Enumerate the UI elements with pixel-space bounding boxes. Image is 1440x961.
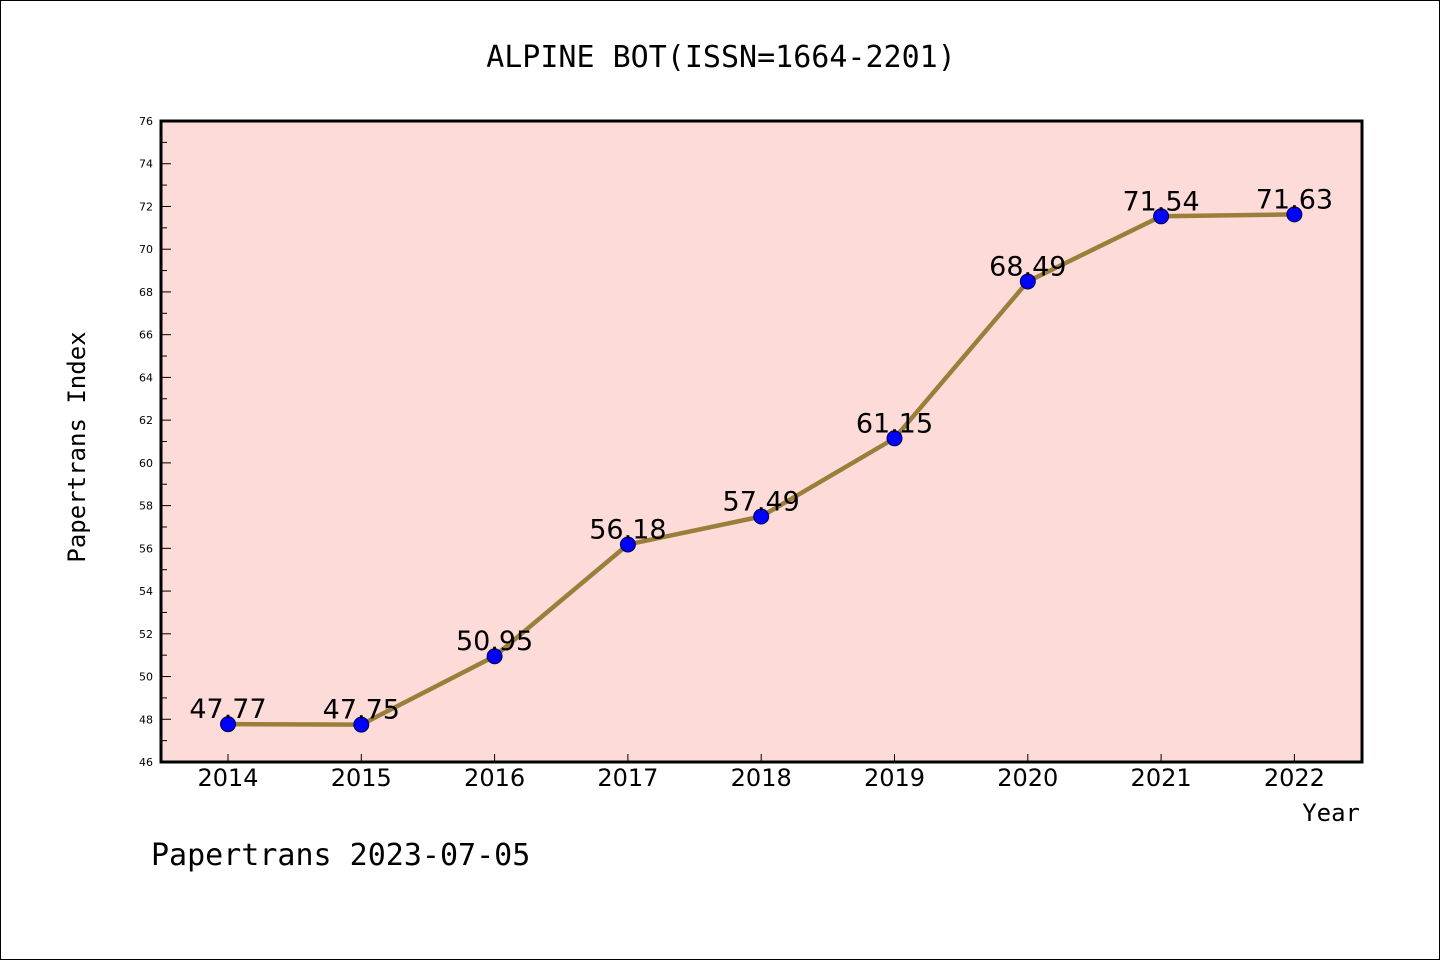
data-label-2020: 68.49 (989, 251, 1066, 282)
data-point-2017 (619, 536, 636, 553)
y-tick-label: 68 (139, 286, 153, 299)
data-label-2015: 47.75 (323, 695, 400, 726)
chart-title: ALPINE BOT(ISSN=1664-2201) (486, 40, 956, 75)
x-tick-label: 2018 (731, 764, 792, 792)
series-group: 47.77 47.75 50.95 56.18 57.49 61.15 68.49 71.54… (189, 184, 1333, 733)
x-tick-label: 2020 (997, 764, 1058, 792)
y-axis: 46 48 50 52 54 56 58 60 62 64 66 68 70 72 74 76 (139, 115, 171, 769)
data-point-2020 (1019, 273, 1036, 290)
y-tick-label: 70 (139, 243, 153, 256)
y-tick-label: 60 (139, 457, 153, 470)
data-label-2016: 50.95 (456, 626, 533, 657)
data-point-2022 (1286, 206, 1303, 223)
x-tick-label: 2015 (331, 764, 392, 792)
y-axis-label: Papertrans Index (63, 331, 91, 562)
data-label-2019: 61.15 (856, 408, 933, 439)
data-point-2014 (220, 716, 236, 733)
data-point-2016 (486, 648, 503, 665)
y-tick-label: 74 (139, 158, 153, 171)
y-tick-label: 58 (139, 500, 153, 513)
y-tick-label: 54 (139, 585, 153, 598)
data-label-2022: 71.63 (1256, 184, 1333, 215)
data-point-2019 (886, 430, 903, 447)
x-tick-label: 2022 (1264, 764, 1325, 792)
x-axis: 2014 2015 2016 2017 2018 2019 2020 2021 2022 (197, 754, 1325, 792)
y-tick-label: 72 (139, 200, 153, 213)
y-tick-label: 52 (139, 628, 153, 641)
x-tick-label: 2017 (597, 764, 658, 792)
data-label-2018: 57.49 (723, 486, 800, 517)
y-tick-label: 76 (139, 115, 153, 128)
x-axis-label: Year (1302, 799, 1360, 827)
x-tick-label: 2021 (1131, 764, 1192, 792)
data-point-2021 (1153, 208, 1170, 225)
data-point-2015 (353, 716, 370, 733)
data-label-2017: 56.18 (589, 514, 666, 545)
data-label-2021: 71.54 (1122, 186, 1199, 217)
y-tick-label: 46 (139, 756, 153, 769)
plot-area (159, 119, 1364, 764)
y-tick-label: 48 (139, 713, 153, 726)
data-label-2014: 47.77 (189, 694, 266, 725)
x-tick-label: 2016 (464, 764, 525, 792)
x-tick-label: 2019 (864, 764, 925, 792)
y-tick-label: 56 (139, 542, 153, 555)
x-tick-label: 2014 (197, 764, 258, 792)
y-tick-label: 64 (139, 371, 153, 384)
y-tick-label: 66 (139, 329, 153, 342)
y-tick-label: 50 (139, 671, 153, 684)
footer-text: Papertrans 2023-07-05 (151, 838, 530, 873)
y-tick-label: 62 (139, 414, 153, 427)
data-point-2018 (753, 508, 770, 525)
